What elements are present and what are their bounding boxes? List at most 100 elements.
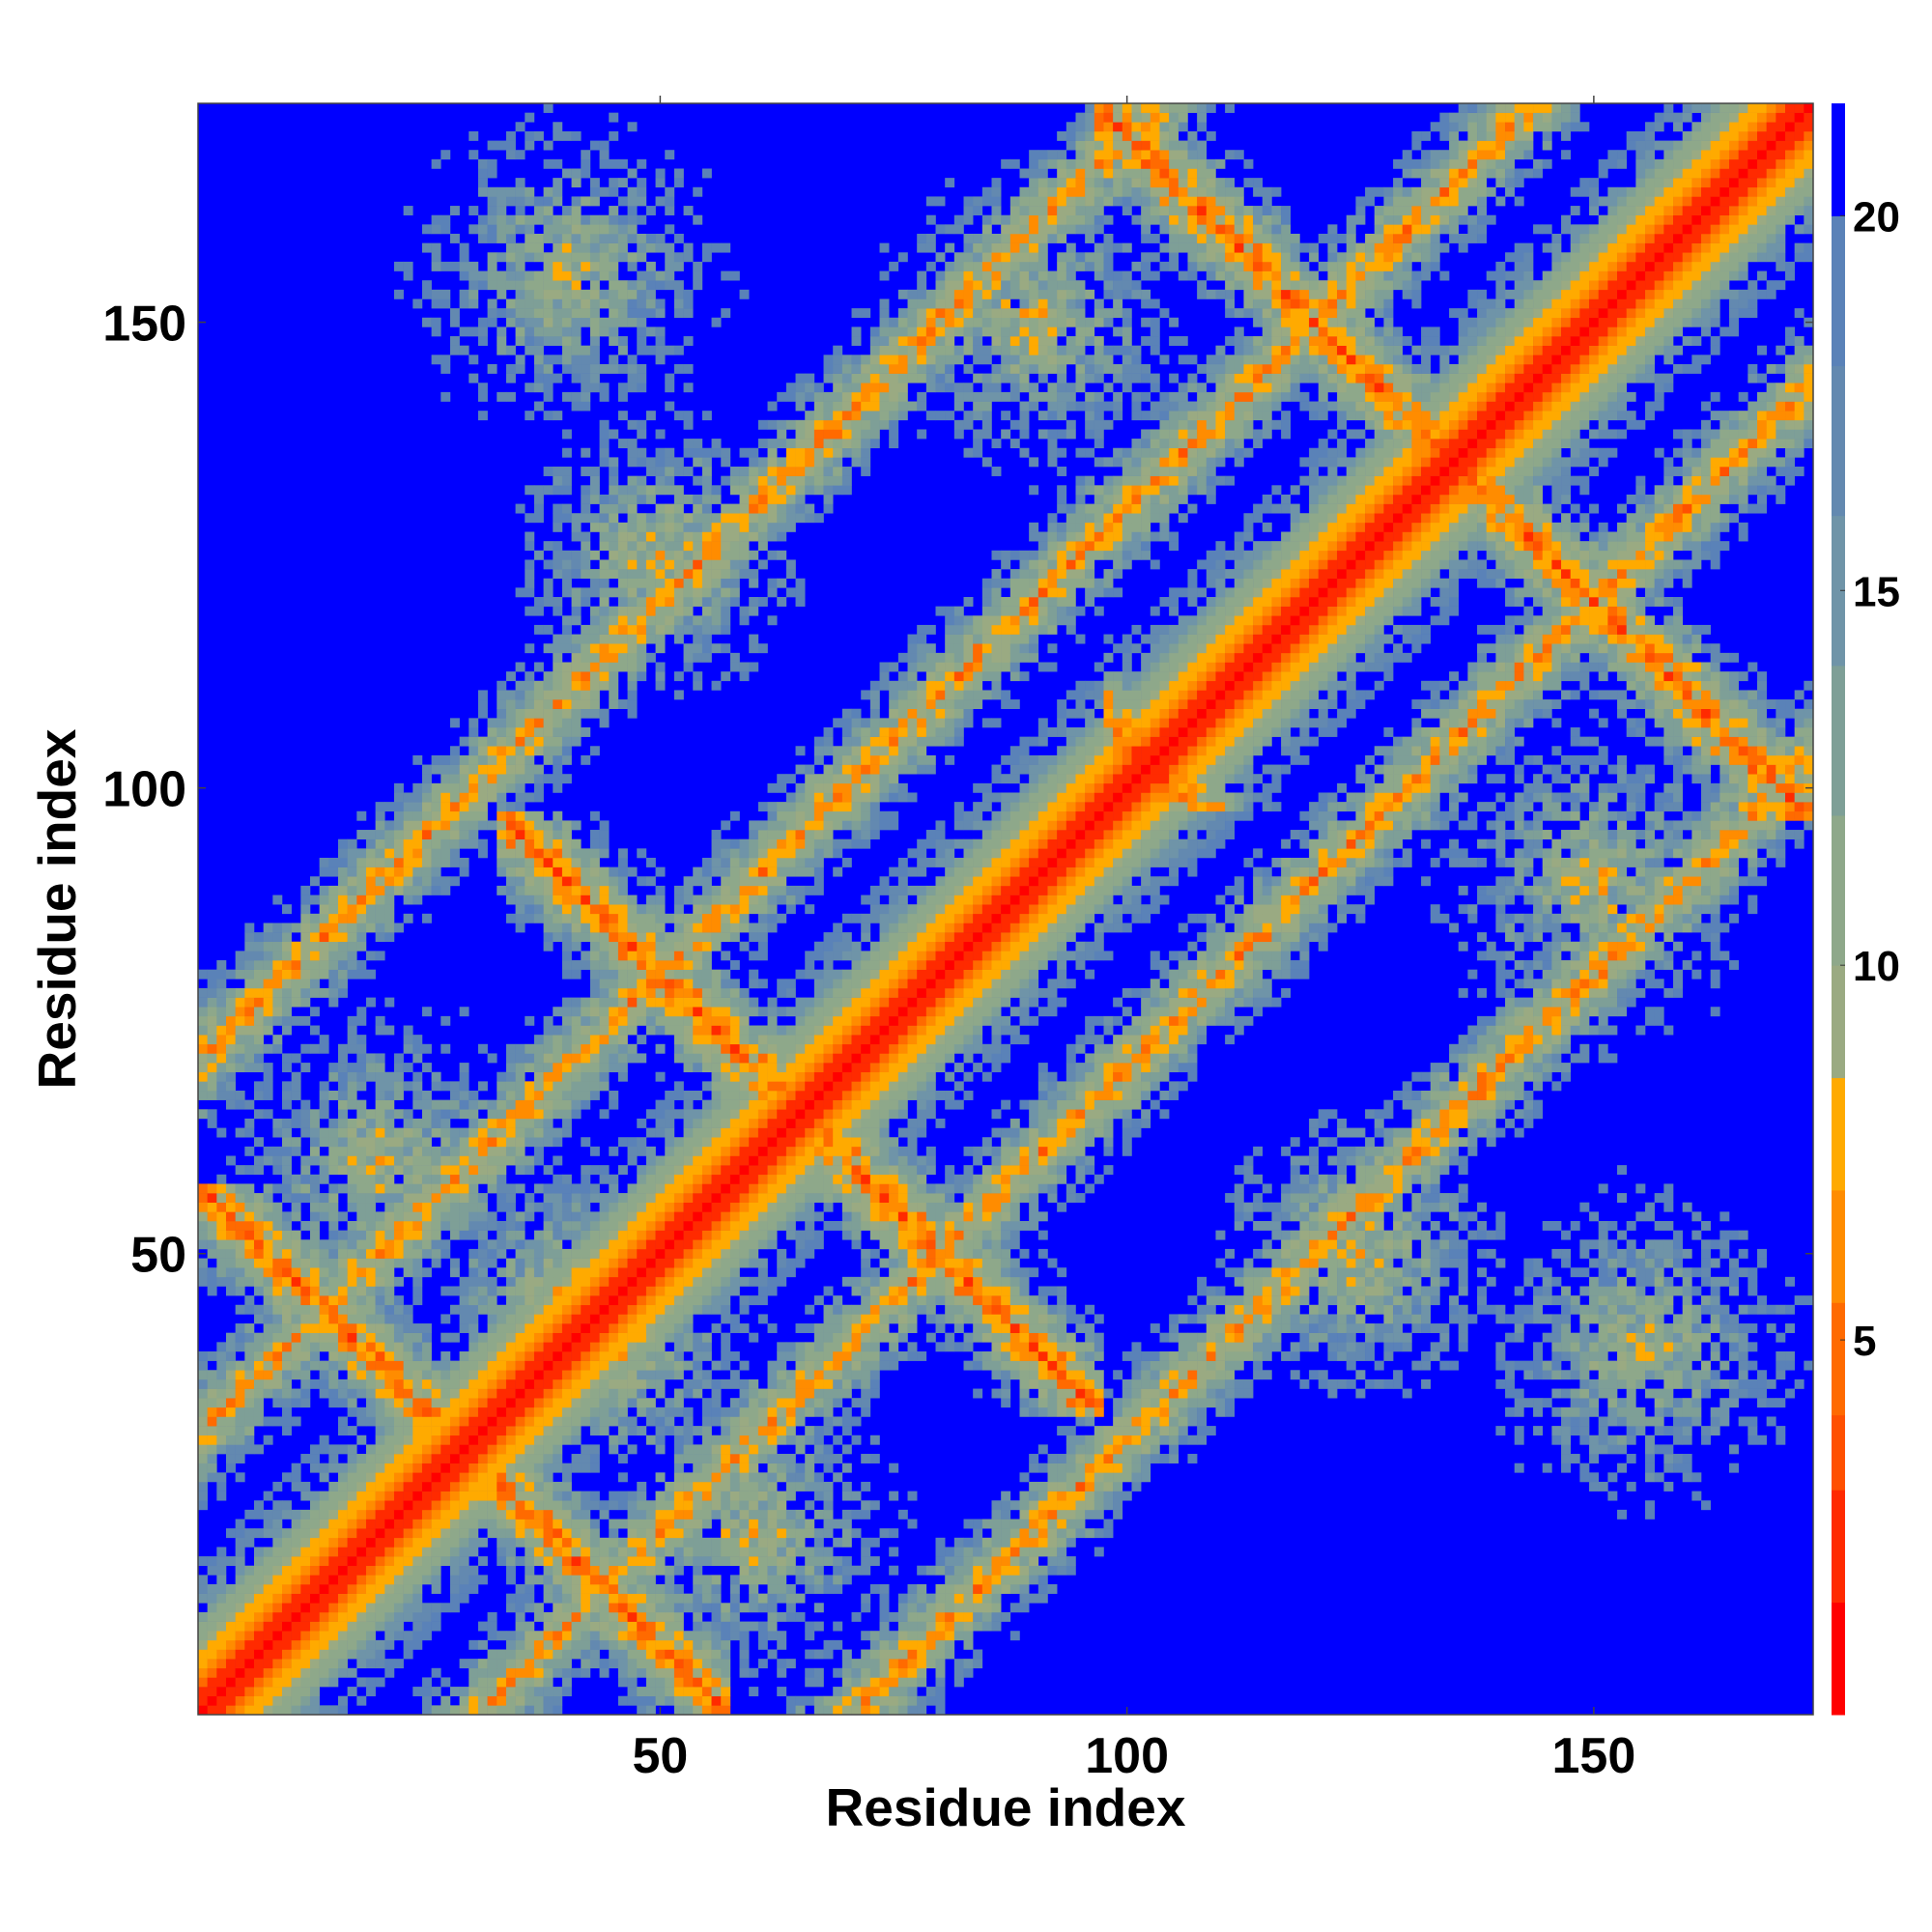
heatmap-cell (477, 1146, 488, 1156)
heatmap-cell (449, 838, 460, 849)
heatmap-cell (449, 718, 460, 728)
heatmap-cell (637, 559, 647, 570)
heatmap-cell (469, 1677, 479, 1688)
heatmap-cell (693, 1565, 703, 1576)
heatmap-cell (561, 1667, 572, 1678)
heatmap-cell (487, 1378, 497, 1389)
heatmap-cell (571, 289, 582, 299)
heatmap-cell (244, 960, 255, 970)
heatmap-cell (627, 485, 638, 496)
heatmap-cell (515, 1426, 526, 1436)
heatmap-cell (553, 1360, 563, 1371)
heatmap-cell (412, 1174, 423, 1184)
heatmap-cell (244, 1621, 255, 1632)
heatmap-cell (645, 997, 656, 1008)
heatmap-cell (393, 1323, 404, 1333)
heatmap-cell (581, 587, 591, 598)
heatmap-cell (525, 485, 535, 496)
heatmap-cell (421, 1528, 432, 1539)
heatmap-cell (693, 1295, 703, 1306)
heatmap-cell (637, 1649, 647, 1660)
heatmap-cell (449, 1360, 460, 1371)
heatmap-cell (291, 1528, 301, 1539)
heatmap-cell (449, 764, 460, 775)
heatmap-cell (665, 447, 675, 458)
heatmap-cell (505, 1695, 516, 1706)
heatmap-cell (683, 522, 694, 532)
heatmap-cell (235, 1091, 245, 1100)
heatmap-cell (440, 1378, 451, 1389)
heatmap-cell (356, 1584, 367, 1594)
heatmap-cell (599, 1556, 610, 1567)
heatmap-cell (412, 1323, 423, 1333)
heatmap-cell (637, 1360, 647, 1371)
heatmap-cell (673, 1137, 684, 1148)
heatmap-cell (571, 308, 582, 319)
heatmap-cell (655, 1239, 666, 1250)
heatmap-cell (393, 1416, 404, 1427)
heatmap-cell (609, 867, 619, 877)
heatmap-cell (589, 746, 600, 756)
heatmap-cell (449, 1454, 460, 1463)
heatmap-cell (589, 1426, 600, 1436)
heatmap-cell (235, 1639, 245, 1650)
heatmap-cell (272, 1556, 283, 1567)
heatmap-cell (497, 1248, 507, 1259)
heatmap-cell (319, 1603, 329, 1613)
heatmap-cell (561, 1565, 572, 1576)
heatmap-cell (589, 634, 600, 644)
heatmap-cell (609, 1043, 619, 1054)
heatmap-cell (599, 289, 610, 299)
heatmap-cell (263, 1603, 273, 1613)
heatmap-cell (459, 1472, 469, 1483)
heatmap-cell (431, 1193, 441, 1204)
heatmap-cell (589, 1342, 600, 1352)
heatmap-cell (665, 1202, 675, 1212)
heatmap-cell (533, 355, 544, 365)
heatmap-cell (365, 1575, 376, 1585)
heatmap-cell (645, 1025, 656, 1036)
heatmap-cell (515, 270, 526, 281)
heatmap-cell (235, 1406, 245, 1417)
heatmap-cell (553, 736, 563, 747)
heatmap-cell (487, 1276, 497, 1287)
heatmap-cell (571, 363, 582, 374)
heatmap-cell (589, 196, 600, 207)
heatmap-cell (328, 1575, 339, 1585)
heatmap-cell (673, 969, 684, 980)
heatmap-cell (515, 746, 526, 756)
heatmap-cell (617, 987, 628, 998)
heatmap-cell (300, 1323, 311, 1333)
heatmap-cell (291, 1081, 301, 1092)
heatmap-cell (356, 960, 367, 970)
heatmap-cell (272, 1015, 283, 1026)
heatmap-cell (617, 848, 628, 859)
heatmap-cell (393, 1565, 404, 1576)
heatmap-cell (673, 1593, 684, 1604)
heatmap-cell (665, 1659, 675, 1669)
heatmap-cell (553, 830, 563, 839)
heatmap-cell (655, 1649, 666, 1660)
heatmap-cell (655, 1631, 666, 1641)
heatmap-cell (319, 960, 329, 970)
heatmap-cell (487, 1350, 497, 1361)
heatmap-cell (459, 1193, 469, 1204)
heatmap-cell (553, 923, 563, 933)
heatmap-cell (421, 1481, 432, 1492)
heatmap-cell (599, 447, 610, 458)
heatmap-cell (337, 1388, 348, 1399)
heatmap-cell (589, 224, 600, 235)
heatmap-cell (553, 411, 563, 421)
heatmap-cell (365, 1593, 376, 1604)
heatmap-cell (637, 1211, 647, 1222)
heatmap-cell (637, 531, 647, 542)
heatmap-cell (225, 1081, 236, 1092)
heatmap-cell (617, 280, 628, 291)
heatmap-cell (281, 923, 292, 933)
heatmap-cell (693, 1687, 703, 1697)
heatmap-cell (337, 1491, 348, 1501)
heatmap-cell (207, 1416, 217, 1427)
heatmap-cell (487, 1155, 497, 1166)
heatmap-cell (272, 1295, 283, 1306)
heatmap-cell (403, 913, 413, 923)
